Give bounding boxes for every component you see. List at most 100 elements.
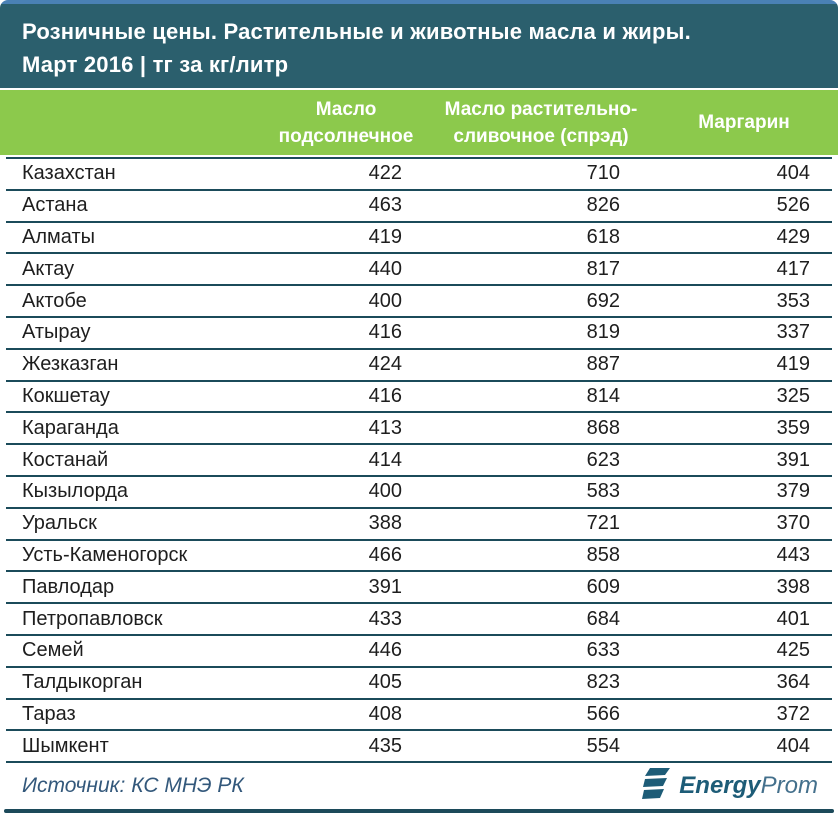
title-line-2: Март 2016 | тг за кг/литр (22, 52, 289, 77)
region-cell: Уральск (22, 512, 97, 535)
column-header-band: Масло подсолнечное Масло растительно-сли… (0, 88, 838, 155)
margarine-value-cell: 443 (776, 543, 810, 566)
region-cell: Караганда (22, 416, 119, 439)
table-row: Талдыкорган 405 823 364 (6, 667, 832, 700)
sunflower-value-cell: 416 (368, 321, 402, 344)
spread-value-cell: 692 (586, 289, 620, 312)
spread-value-cell: 623 (586, 448, 620, 471)
logo-text-energy: Energy (679, 772, 761, 800)
margarine-value-cell: 372 (776, 702, 810, 725)
table-row: Астана 463 826 526 (6, 190, 832, 223)
margarine-value-cell: 370 (776, 512, 810, 535)
margarine-value-cell: 417 (776, 257, 810, 280)
margarine-value-cell: 364 (776, 671, 810, 694)
spread-value-cell: 710 (586, 162, 620, 185)
sunflower-value-cell: 414 (368, 448, 402, 471)
region-cell: Петропавловск (22, 607, 163, 630)
table-row: Казахстан 422 710 404 (6, 159, 832, 191)
region-cell: Кокшетау (22, 384, 110, 407)
margarine-value-cell: 404 (776, 162, 810, 185)
table-row: Актау 440 817 417 (6, 254, 832, 287)
margarine-value-cell: 526 (776, 194, 810, 217)
spread-value-cell: 583 (586, 480, 620, 503)
top-accent-strip (0, 0, 838, 4)
table-row: Семей 446 633 425 (6, 635, 832, 668)
region-cell: Астана (22, 194, 88, 217)
table-row: Шымкент 435 554 404 (6, 731, 832, 764)
region-cell: Атырау (22, 321, 91, 344)
region-cell: Кызылорда (22, 480, 129, 503)
column-header-spread: Масло растительно-сливочное (спрэд) (444, 98, 638, 147)
margarine-value-cell: 419 (776, 353, 810, 376)
sunflower-value-cell: 408 (368, 702, 402, 725)
column-header-margarine: Маргарин (698, 112, 790, 133)
source-label: Источник: КС МНЭ РК (22, 774, 244, 798)
main-header: Розничные цены. Растительные и животные … (0, 4, 838, 88)
margarine-value-cell: 425 (776, 639, 810, 662)
region-cell: Семей (22, 639, 84, 662)
sunflower-value-cell: 416 (368, 384, 402, 407)
spread-value-cell: 618 (586, 225, 620, 248)
region-cell: Актобе (22, 289, 87, 312)
table-body: Казахстан 422 710 404 Астана 463 826 526 Алматы 4… (6, 157, 832, 764)
region-cell: Усть-Каменогорск (22, 543, 188, 566)
table-row: Алматы 419 618 429 (6, 222, 832, 255)
margarine-value-cell: 359 (776, 416, 810, 439)
sunflower-value-cell: 405 (368, 671, 402, 694)
bottom-accent-bar (4, 809, 834, 814)
region-cell: Талдыкорган (22, 671, 143, 694)
table-row: Костанай 414 623 391 (6, 445, 832, 477)
table-row: Караганда 413 868 359 (6, 413, 832, 446)
spread-value-cell: 819 (586, 321, 620, 344)
spread-value-cell: 858 (586, 543, 620, 566)
sunflower-value-cell: 388 (368, 512, 402, 535)
logo-text-prom: Prom (760, 772, 818, 800)
margarine-value-cell: 429 (776, 225, 810, 248)
spread-value-cell: 814 (586, 384, 620, 407)
sunflower-value-cell: 422 (368, 162, 402, 185)
region-cell: Казахстан (22, 162, 116, 185)
sunflower-value-cell: 400 (368, 480, 402, 503)
region-cell: Тараз (22, 702, 76, 725)
sunflower-value-cell: 419 (368, 225, 402, 248)
footer: Источник: КС МНЭ РК EnergyProm (0, 763, 838, 809)
sunflower-value-cell: 466 (368, 543, 402, 566)
spread-value-cell: 633 (586, 639, 620, 662)
spread-value-cell: 887 (586, 353, 620, 376)
sunflower-value-cell: 440 (368, 257, 402, 280)
region-cell: Алматы (22, 225, 95, 248)
table-row: Кокшетау 416 814 325 (6, 381, 832, 414)
table-row: Актобе 400 692 353 (6, 286, 832, 318)
sunflower-value-cell: 446 (368, 639, 402, 662)
spread-value-cell: 817 (586, 257, 620, 280)
table-row: Павлодар 391 609 398 (6, 572, 832, 605)
region-cell: Актау (22, 257, 75, 280)
spread-value-cell: 684 (586, 607, 620, 630)
energyprom-logo-text: EnergyProm (679, 772, 818, 800)
table-row: Петропавловск 433 684 401 (6, 604, 832, 636)
table-row: Уральск 388 721 370 (6, 508, 832, 541)
spread-value-cell: 566 (586, 702, 620, 725)
sunflower-value-cell: 433 (368, 607, 402, 630)
title-line-1: Розничные цены. Растительные и животные … (22, 19, 691, 44)
spread-value-cell: 609 (586, 575, 620, 598)
margarine-value-cell: 337 (776, 321, 810, 344)
table-row: Атырау 416 819 337 (6, 317, 832, 350)
table-row: Жезказган 424 887 419 (6, 349, 832, 382)
energyprom-logo-icon (642, 767, 672, 806)
margarine-value-cell: 401 (776, 607, 810, 630)
sunflower-value-cell: 413 (368, 416, 402, 439)
margarine-value-cell: 404 (776, 734, 810, 757)
sunflower-value-cell: 400 (368, 289, 402, 312)
spread-value-cell: 868 (586, 416, 620, 439)
margarine-value-cell: 325 (776, 384, 810, 407)
region-cell: Костанай (22, 448, 109, 471)
sunflower-value-cell: 463 (368, 194, 402, 217)
table-row: Усть-Каменогорск 466 858 443 (6, 540, 832, 573)
spread-value-cell: 721 (586, 512, 620, 535)
spread-value-cell: 826 (586, 194, 620, 217)
sunflower-value-cell: 435 (368, 734, 402, 757)
region-cell: Шымкент (22, 734, 109, 757)
margarine-value-cell: 353 (776, 289, 810, 312)
